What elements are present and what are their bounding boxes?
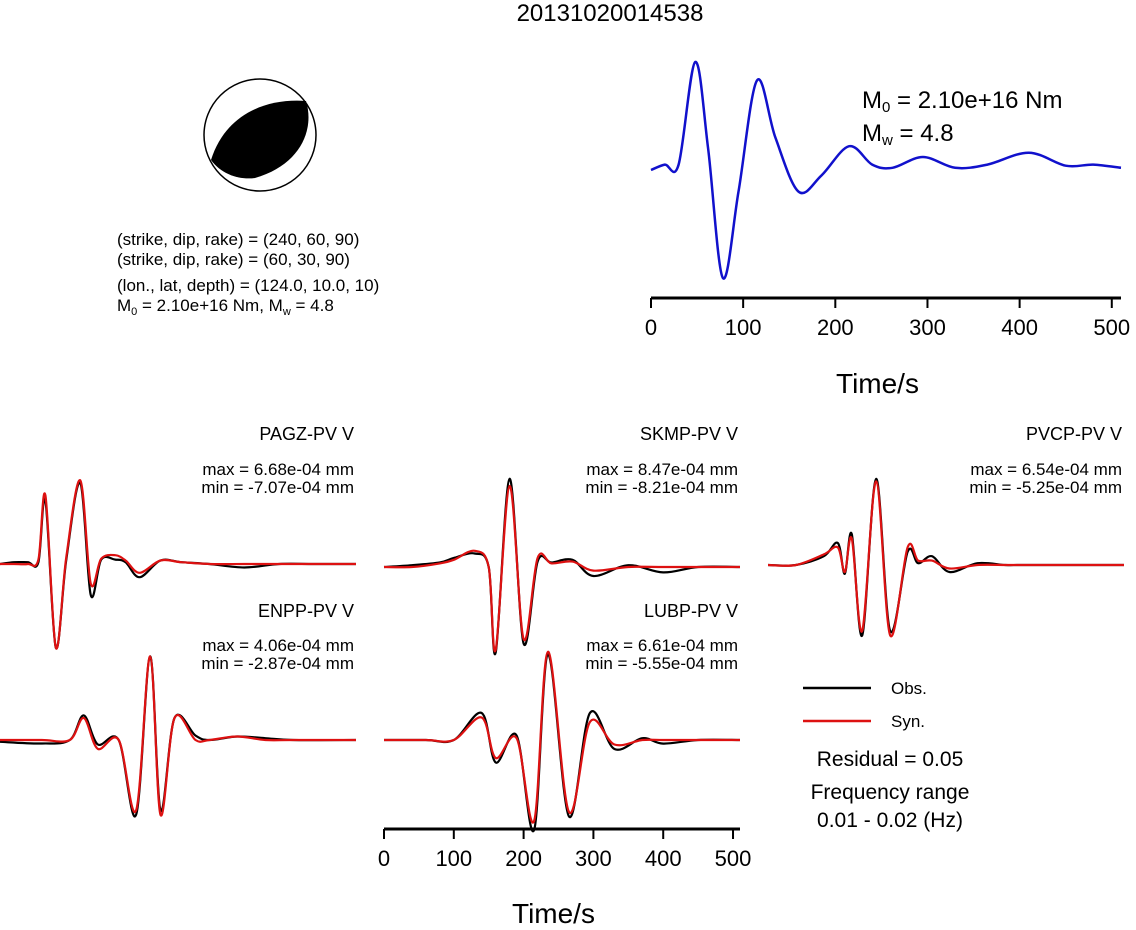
trace-title-enpp: ENPP-PV V <box>257 601 354 621</box>
trace-syn-enpp <box>0 655 356 817</box>
trace-tick-label: 0 <box>378 846 390 871</box>
trace-syn-lubp <box>383 650 740 824</box>
trace-amplitudes-enpp: max = 4.06e-04 mm min = -2.87e-04 mm <box>201 636 354 673</box>
stf-annotation: M0 = 2.10e+16 Nm Mw = 4.8 <box>862 86 1062 152</box>
hypocenter-location: (lon., lat, depth) = (124.0, 10.0, 10) <box>117 276 380 295</box>
stf-x-axis-label: Time/s <box>836 368 919 399</box>
trace-title-pagz: PAGZ-PV V <box>259 424 354 444</box>
frequency-range-label: Frequency range <box>810 781 970 804</box>
trace-amplitudes-lubp: max = 6.61e-04 mm min = -5.55e-04 mm <box>585 636 738 673</box>
nodal-plane-2: (strike, dip, rake) = (60, 30, 90) <box>117 250 350 269</box>
residual-text: Residual = 0.05 <box>816 748 964 771</box>
trace-tick-label: 400 <box>645 846 682 871</box>
frequency-range-value: 0.01 - 0.02 (Hz) <box>817 809 963 832</box>
trace-amplitudes-pagz: max = 6.68e-04 mm min = -7.07e-04 mm <box>201 460 354 497</box>
stf-tick-label: 200 <box>817 315 854 340</box>
trace-tick-label: 300 <box>575 846 612 871</box>
stf-series-line <box>650 60 1122 280</box>
legend-obs-label: Obs. <box>891 679 927 698</box>
focal-info: (strike, dip, rake) = (240, 60, 90) (str… <box>117 230 379 318</box>
moment-magnitude-line: M0 = 2.10e+16 Nm, Mw = 4.8 <box>117 296 334 318</box>
stf-m0: M0 = 2.10e+16 Nm <box>862 87 1063 116</box>
legend-syn-label: Syn. <box>891 712 926 731</box>
trace-amplitudes-pvcp: max = 6.54e-04 mm min = -5.25e-04 mm <box>969 460 1122 497</box>
stf-tick-label: 100 <box>725 315 762 340</box>
trace-syn-pvcp <box>767 480 1124 638</box>
event-title: 20131020014538 <box>516 0 704 27</box>
trace-amplitudes-skmp: max = 8.47e-04 mm min = -8.21e-04 mm <box>585 460 738 497</box>
trace-title-skmp: SKMP-PV V <box>639 424 738 444</box>
trace-syn-skmp <box>383 484 740 653</box>
trace-tick-label: 100 <box>435 846 472 871</box>
stf-tick-label: 300 <box>909 315 946 340</box>
trace-title-lubp: LUBP-PV V <box>643 601 738 621</box>
stf-mw: Mw = 4.8 <box>862 120 954 149</box>
stf-tick-label: 500 <box>1093 315 1130 340</box>
trace-tick-label: 500 <box>715 846 752 871</box>
beachball-compression-quadrant <box>211 100 309 179</box>
trace-tick-label: 200 <box>505 846 542 871</box>
nodal-plane-1: (strike, dip, rake) = (240, 60, 90) <box>117 230 360 249</box>
trace-x-axis-label: Time/s <box>512 898 595 929</box>
trace-title-pvcp: PVCP-PV V <box>1025 424 1122 444</box>
stf-tick-label: 400 <box>1001 315 1038 340</box>
trace-syn-pagz <box>0 479 356 650</box>
stf-tick-label: 0 <box>645 315 657 340</box>
